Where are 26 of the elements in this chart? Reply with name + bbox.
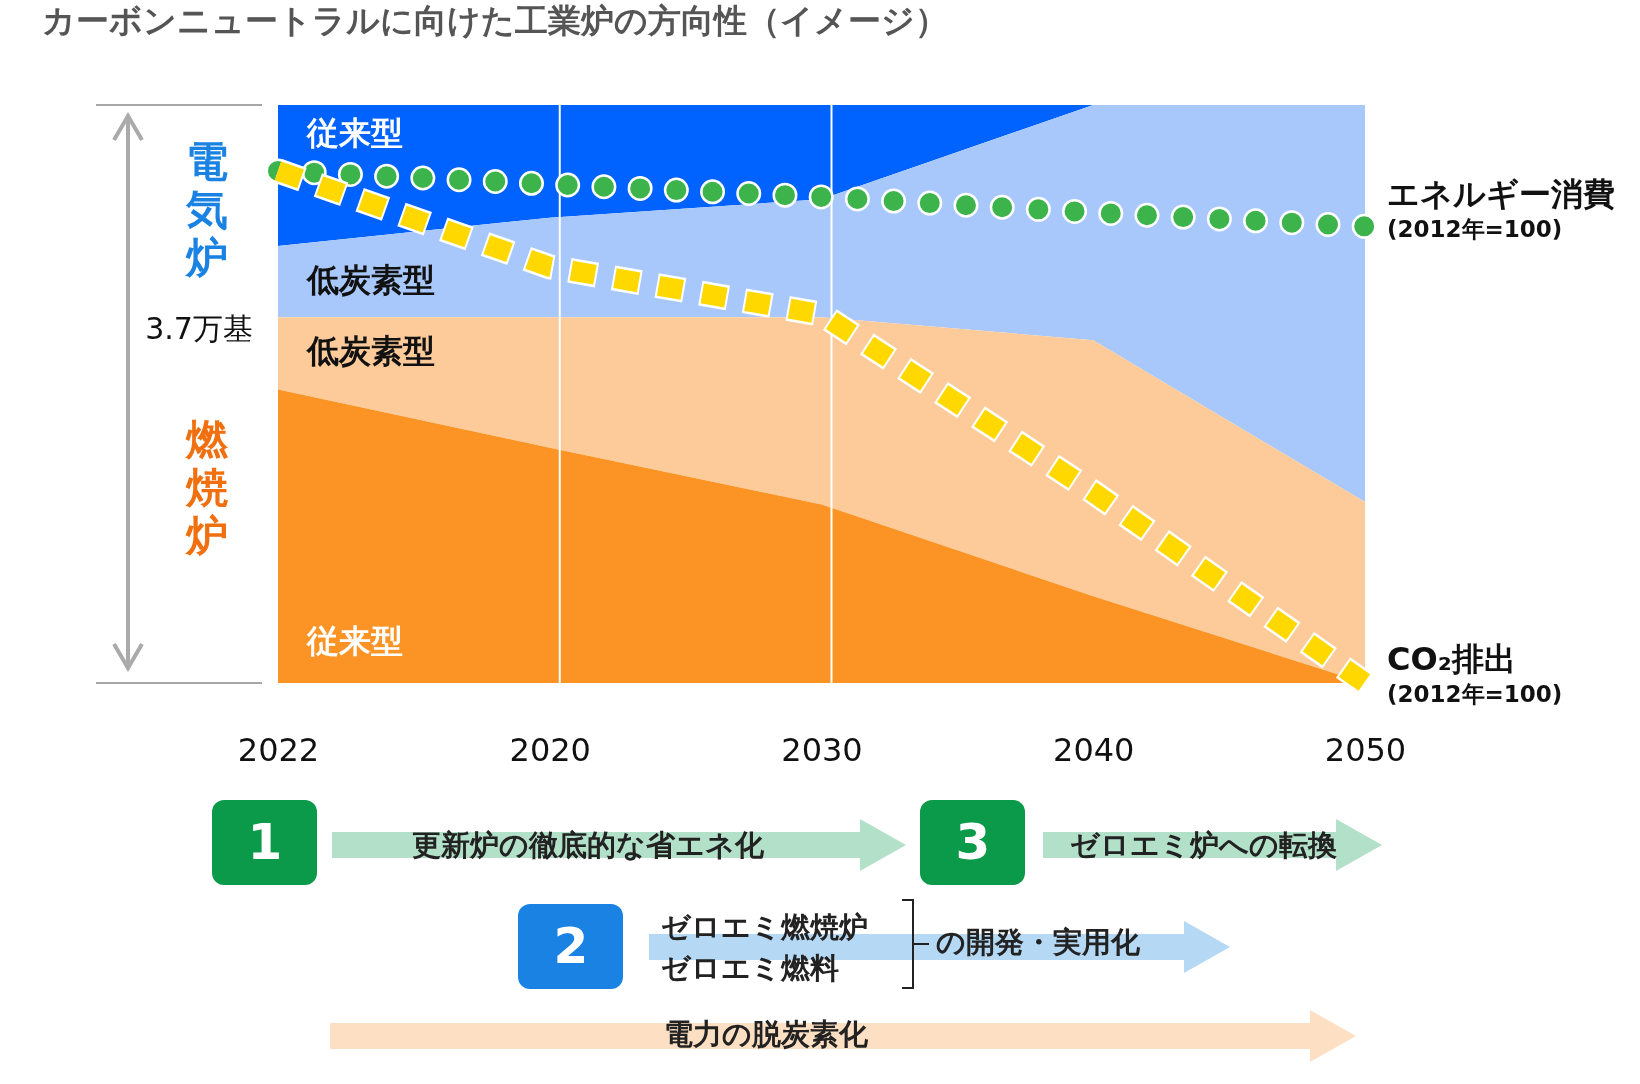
x-tick-label: 2030 xyxy=(781,730,863,769)
text: ゼロエミ炉への転換 xyxy=(1069,828,1337,862)
text: 電力の脱炭素化 xyxy=(664,1017,869,1051)
annotation: 電気炉 xyxy=(184,137,228,282)
text: 2 xyxy=(553,916,589,975)
annotation: 3.7万基 xyxy=(145,310,253,346)
annotation: (2012年=100) xyxy=(1387,680,1563,707)
series-label: 従来型 xyxy=(306,114,403,152)
annotation: (2012年=100) xyxy=(1387,215,1563,242)
series-label: CO₂排出 xyxy=(1387,640,1516,678)
text: 更新炉の徹底的な省エネ化 xyxy=(412,828,765,862)
series-label: 従来型 xyxy=(306,622,403,660)
text: の開発・実用化 xyxy=(936,925,1141,959)
text: ゼロエミ燃料 xyxy=(661,951,839,985)
x-tick-label: 2040 xyxy=(1053,730,1135,769)
x-tick-label: 2022 xyxy=(237,730,320,769)
text: ゼロエミ燃焼炉 xyxy=(661,910,868,944)
chart-title: カーボンニュートラルに向けた工業炉の方向性（イメージ） xyxy=(42,1,948,40)
annotation: 燃焼炉 xyxy=(184,415,229,560)
x-tick-label: 2050 xyxy=(1324,730,1407,769)
text: 1 xyxy=(247,812,283,871)
text: 3 xyxy=(955,812,991,871)
x-tick-label: 2020 xyxy=(509,730,591,769)
series-label: エネルギー消費 xyxy=(1387,175,1615,214)
series-label: 低炭素型 xyxy=(305,260,435,299)
series-label: 低炭素型 xyxy=(305,332,435,371)
